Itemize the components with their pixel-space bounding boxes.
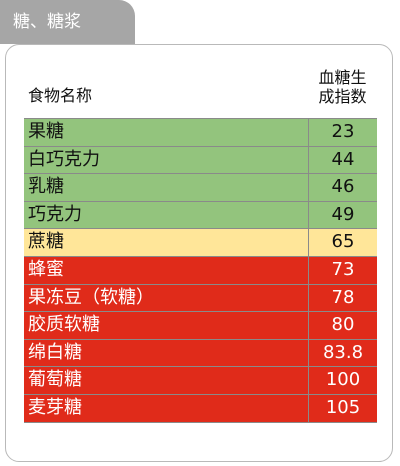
- column-header-glycemic-index: 血糖生 成指数: [308, 68, 377, 106]
- table-row: 乳糖 46: [24, 174, 377, 202]
- category-tab[interactable]: 糖、糖浆: [0, 0, 135, 44]
- food-name-cell: 果糖: [28, 121, 64, 142]
- table-header: 食物名称 血糖生 成指数: [24, 68, 377, 118]
- glycemic-index-table: 果糖 23 白巧克力 44 乳糖 46 巧克力 49 蔗糖 65 蜂蜜 73 果冻豆（软糖） 78 胶质软糖…: [24, 118, 377, 423]
- table-row: 蜂蜜 73: [24, 256, 377, 285]
- column-header-gi-line2: 成指数: [318, 87, 367, 106]
- food-name-cell: 胶质软糖: [28, 314, 100, 336]
- food-name-cell: 果冻豆（软糖）: [28, 286, 154, 308]
- glycemic-index-cell: 73: [308, 256, 377, 284]
- glycemic-index-cell: 49: [308, 201, 377, 229]
- table-row: 麦芽糖 105: [24, 394, 377, 423]
- table-row: 蔗糖 65: [24, 229, 377, 257]
- table-row: 果糖 23: [24, 119, 377, 147]
- food-name-cell: 白巧克力: [28, 148, 100, 170]
- glycemic-index-cell: 44: [308, 146, 377, 174]
- glycemic-index-cell: 80: [308, 312, 377, 339]
- table-row: 葡萄糖 100: [24, 367, 377, 395]
- glycemic-index-cell: 83.8: [308, 339, 377, 367]
- food-name-cell: 葡萄糖: [28, 369, 82, 391]
- table-row: 绵白糖 83.8: [24, 339, 377, 368]
- food-name-cell: 乳糖: [28, 176, 64, 198]
- column-header-gi-line1: 血糖生: [318, 68, 367, 87]
- food-name-cell: 麦芽糖: [28, 396, 82, 418]
- glycemic-index-cell: 46: [308, 174, 377, 201]
- glycemic-index-cell: 105: [308, 394, 377, 422]
- category-tab-label: 糖、糖浆: [13, 12, 81, 32]
- glycemic-index-cell: 78: [308, 284, 377, 312]
- glycemic-index-cell: 23: [308, 119, 377, 146]
- table-row: 果冻豆（软糖） 78: [24, 284, 377, 313]
- food-name-cell: 绵白糖: [28, 341, 82, 363]
- food-name-cell: 巧克力: [28, 203, 82, 225]
- food-name-cell: 蜂蜜: [28, 258, 64, 280]
- glycemic-index-cell: 65: [308, 229, 377, 256]
- table-row: 巧克力 49: [24, 201, 377, 230]
- table-row: 白巧克力 44: [24, 146, 377, 175]
- glycemic-index-cell: 100: [308, 367, 377, 394]
- column-header-food-name: 食物名称: [28, 86, 93, 105]
- table-row: 胶质软糖 80: [24, 312, 377, 340]
- food-name-cell: 蔗糖: [28, 231, 64, 253]
